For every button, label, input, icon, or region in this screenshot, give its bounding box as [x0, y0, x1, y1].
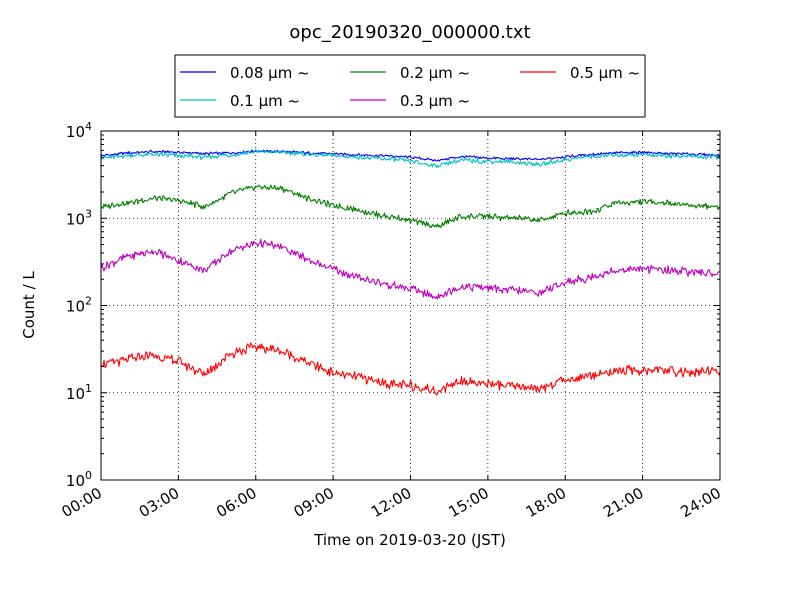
legend-entry: 0.3 μm ~	[350, 92, 470, 110]
y-tick-label: 102	[66, 295, 92, 316]
legend-label: 0.1 μm ~	[230, 92, 300, 110]
y-tick-label: 104	[66, 120, 92, 141]
legend-label: 0.2 μm ~	[400, 64, 470, 82]
legend-entry: 0.08 μm ~	[180, 64, 310, 82]
series-line	[100, 238, 721, 300]
y-tick-label: 103	[66, 207, 92, 228]
x-axis-label: Time on 2019-03-20 (JST)	[313, 531, 506, 549]
x-tick-label: 03:00	[136, 484, 182, 521]
y-tick-label: 100	[66, 469, 92, 490]
x-tick-label: 12:00	[368, 484, 414, 521]
series-line	[100, 184, 721, 229]
series-line	[100, 342, 721, 396]
x-tick-label: 18:00	[523, 484, 569, 521]
legend-label: 0.5 μm ~	[570, 64, 640, 82]
legend-frame	[174, 54, 646, 118]
legend-entry: 0.5 μm ~	[520, 64, 640, 82]
x-tick-label: 06:00	[213, 484, 259, 521]
legend-entry: 0.1 μm ~	[180, 92, 300, 110]
grid	[101, 131, 720, 480]
legend: 0.08 μm ~ 0.1 μm ~ 0.2 μm ~ 0.3 μm ~ 0.5 μm …	[174, 54, 646, 118]
chart-title: opc_20190320_000000.txt	[289, 22, 530, 43]
y-axis-label: Count / L	[20, 271, 38, 339]
legend-label: 0.3 μm ~	[400, 92, 470, 110]
x-tick-label: 09:00	[291, 484, 337, 521]
x-tick-label: 24:00	[678, 484, 724, 521]
axis-ticks: 00:00 03:00 06:00 09:00 12:00 15:00 18:00 21:00…	[59, 120, 724, 521]
x-tick-label: 15:00	[445, 484, 491, 521]
x-tick-label: 21:00	[600, 484, 646, 521]
legend-label: 0.08 μm ~	[230, 64, 310, 82]
series-line	[100, 149, 721, 162]
y-tick-label: 101	[66, 382, 92, 403]
plot-series	[100, 148, 721, 396]
series-line	[100, 148, 721, 168]
legend-entry: 0.2 μm ~	[350, 64, 470, 82]
